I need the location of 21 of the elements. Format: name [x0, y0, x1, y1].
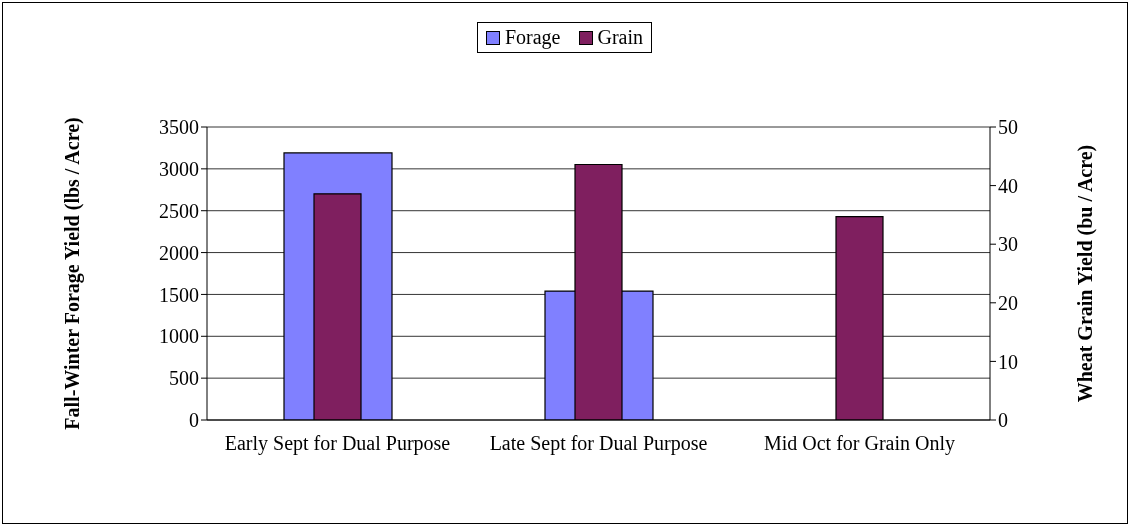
y-axis-title: Fall-Winter Forage Yield (lbs / Acre): [61, 117, 85, 430]
y2-tick-label: 50: [998, 116, 1018, 139]
y2-tick-label: 0: [998, 409, 1008, 432]
y-tick-label: 2500: [159, 199, 199, 222]
x-tick-label: Early Sept for Dual Purpose: [224, 432, 451, 456]
y-tick-label: 1000: [159, 325, 199, 348]
legend-label: Forage: [503, 26, 561, 49]
legend-label: Grain: [596, 26, 644, 49]
y-tick-label: 2000: [159, 241, 199, 264]
y2-tick-label: 20: [998, 291, 1018, 314]
x-tick-label: Late Sept for Dual Purpose: [489, 432, 708, 456]
y-tick-label: 500: [169, 367, 199, 390]
x-tick-label: Mid Oct for Grain Only: [763, 432, 956, 456]
y2-tick-label: 10: [998, 350, 1018, 373]
y-tick-label: 0: [189, 409, 199, 432]
y-tick-label: 3500: [159, 116, 199, 139]
y-tick-label: 3000: [159, 157, 199, 180]
y-tick-label: 1500: [159, 283, 199, 306]
y2-axis-title: Wheat Grain Yield (bu / Acre): [1074, 144, 1098, 403]
y2-tick-label: 30: [998, 233, 1018, 256]
y2-tick-label: 40: [998, 174, 1018, 197]
